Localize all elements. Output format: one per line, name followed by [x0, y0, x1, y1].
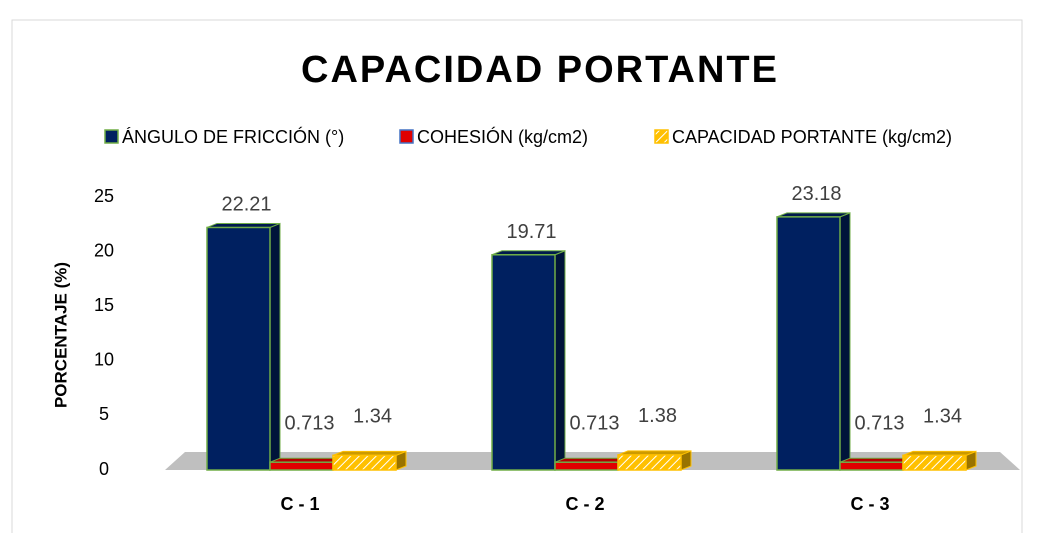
- bar-side: [269, 222, 281, 471]
- bar-side: [554, 250, 566, 471]
- x-tick-label: C - 2: [565, 494, 604, 514]
- bar: [839, 461, 904, 471]
- bar: [269, 461, 334, 471]
- value-label: 0.713: [569, 412, 619, 434]
- legend-swatch: [399, 129, 414, 144]
- y-tick-label: 5: [99, 404, 109, 424]
- legend-label: COHESIÓN (kg/cm2): [417, 126, 588, 147]
- value-label: 1.34: [353, 406, 392, 428]
- x-tick-label: C - 3: [850, 494, 889, 514]
- y-tick-label: 10: [94, 350, 114, 370]
- chart-border: [11, 19, 1023, 533]
- y-tick-label: 0: [99, 459, 109, 479]
- legend-label: CAPACIDAD PORTANTE (kg/cm2): [672, 127, 952, 147]
- value-label: 0.713: [284, 412, 334, 434]
- y-axis-label: PORCENTAJE (%): [51, 262, 70, 408]
- value-label: 22.21: [221, 194, 271, 216]
- value-label: 23.18: [791, 183, 841, 205]
- legend-label: ÁNGULO DE FRICCIÓN (°): [122, 126, 344, 147]
- value-label: 1.38: [638, 405, 677, 427]
- bar: [776, 216, 841, 471]
- bar: [617, 454, 682, 471]
- value-label: 1.34: [923, 406, 962, 428]
- bar: [206, 226, 271, 471]
- y-tick-label: 25: [94, 186, 114, 206]
- x-tick-label: C - 1: [280, 494, 319, 514]
- bar: [491, 254, 556, 471]
- bar: [332, 454, 397, 471]
- value-label: 19.71: [506, 221, 556, 243]
- bar: [902, 454, 967, 471]
- y-tick-label: 20: [94, 240, 114, 260]
- chart-title: CAPACIDAD PORTANTE: [301, 49, 779, 91]
- bar: [554, 461, 619, 471]
- value-label: 0.713: [854, 412, 904, 434]
- legend-swatch: [104, 129, 119, 144]
- y-tick-label: 15: [94, 295, 114, 315]
- bar-side: [839, 212, 851, 471]
- legend-swatch: [654, 129, 669, 144]
